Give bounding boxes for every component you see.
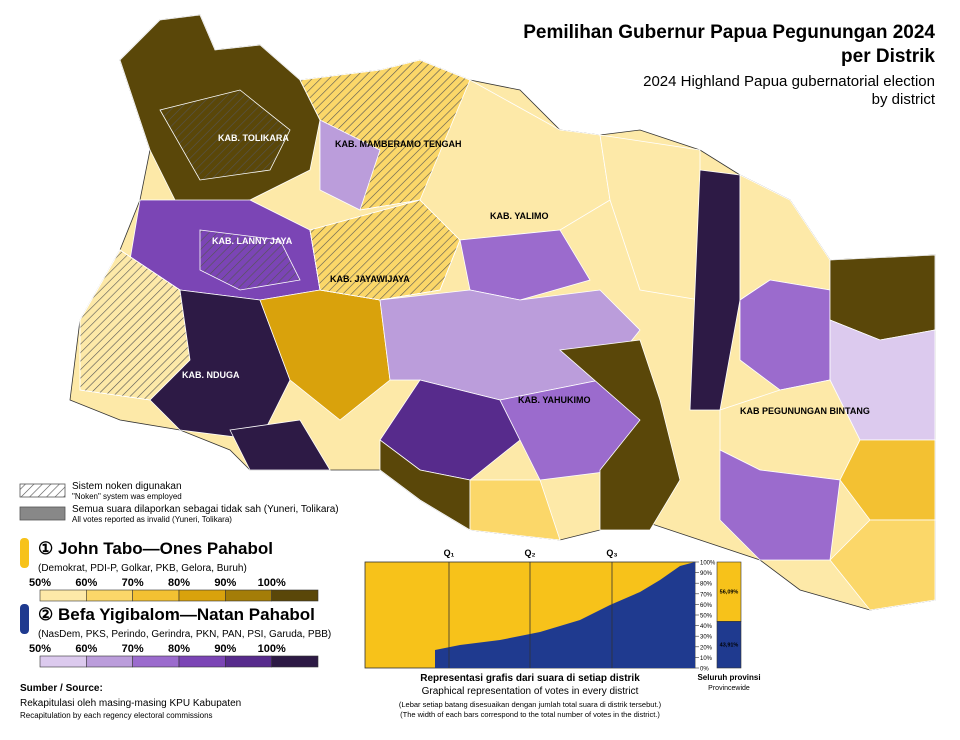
scale-swatch [271,655,319,668]
province-bar [716,621,742,669]
axis-label: 40% [700,624,713,630]
axis-label: 50% [700,614,713,620]
scale-label: 80% [168,577,190,589]
invalid-swatch [19,506,66,521]
legend: Sistem noken digunakan "Noken" system wa… [19,481,339,668]
source-text: Rekapitulasi oleh masing-masing KPU Kabu… [20,698,241,709]
scale-swatch [39,589,87,602]
axis-label: 100% [700,561,716,567]
scale-label: 50% [29,643,51,655]
scale-swatch [39,655,87,668]
inset-title: Representasi grafis dari suara di setiap… [420,673,640,684]
candidate-marker [20,538,29,568]
scale-label: 70% [122,577,144,589]
scale-swatch [132,589,180,602]
inset-note: (The width of each bars correspond to th… [400,710,660,719]
map: KAB. TOLIKARA KAB. MAMBERAMO TENGAH KAB.… [69,14,936,611]
scale-swatch [178,655,226,668]
legend-text: Sistem noken digunakan [72,481,182,492]
scale-swatch [86,589,133,602]
scale-swatch [178,589,226,602]
source-heading: Sumber / Source: [20,683,103,694]
regency-label: KAB. YAHUKIMO [518,395,591,405]
axis-label: 20% [700,645,713,651]
regency-label: KAB. MAMBERAMO TENGAH [335,139,462,149]
axis-label: 10% [700,656,713,662]
quartile-label: Q₁ [444,548,455,558]
axis-label: 70% [700,592,713,598]
title: per Distrik [841,46,935,67]
scale-swatch [86,655,133,668]
inset-blue-area [435,562,695,668]
scale-label: 50% [29,577,51,589]
scale-label: 90% [214,577,236,589]
noken-swatch [19,483,66,498]
subtitle: 2024 Highland Papua gubernatorial electi… [643,73,935,90]
scale-swatch [271,589,319,602]
scale-label: 90% [214,643,236,655]
regency-label: KAB. LANNY JAYA [212,236,293,246]
title: Pemilihan Gubernur Papua Pegunungan 2024 [523,22,935,43]
axis-label: 60% [700,603,713,609]
scale-label: 60% [75,643,97,655]
inset-chart: Q₁ Q₂ Q₃ Representasi grafis dari suara … [364,548,761,719]
province-label: Seluruh provinsi [697,673,760,682]
source: Sumber / Source: Rekapitulasi oleh masin… [20,683,241,720]
regency-label: KAB. TOLIKARA [218,133,289,143]
regency-label: KAB. JAYAWIJAYA [330,274,410,284]
candidate-name: ② Befa Yigibalom—Natan Pahabol [38,605,315,624]
subtitle: by district [872,91,936,108]
axis-label: 30% [700,635,713,641]
legend-text: All votes reported as invalid (Yuneri, T… [72,515,232,524]
candidate-name: ① John Tabo—Ones Pahabol [38,539,273,558]
axis-label: 90% [700,571,713,577]
province-sublabel: Provincewide [708,685,750,692]
scale-swatch [225,655,272,668]
scale-label: 60% [75,577,97,589]
candidate-parties: (NasDem, PKS, Perindo, Gerindra, PKN, PA… [38,629,331,640]
province-value-label: 56,09% [720,590,739,596]
scale-swatch [132,655,180,668]
scale-label: 80% [168,643,190,655]
candidate-parties: (Demokrat, PDI-P, Golkar, PKB, Gelora, B… [38,563,247,574]
candidate-marker [20,604,29,634]
inset-subtitle: Graphical representation of votes in eve… [422,686,639,697]
inset-note: (Lebar setiap batang disesuaikan dengan … [399,700,662,709]
axis-label: 80% [700,582,713,588]
source-text: Recapitulation by each regency electoral… [20,711,213,720]
regency-label: KAB PEGUNUNGAN BINTANG [740,406,870,416]
legend-text: "Noken" system was employed [72,492,182,501]
province-value-label: 43,91% [720,643,739,649]
regency-label: KAB. NDUGA [182,370,240,380]
scale-label: 100% [258,643,286,655]
scale-label: 70% [122,643,144,655]
titles: Pemilihan Gubernur Papua Pegunungan 2024… [523,22,936,108]
scale-swatch [225,589,272,602]
candidate-legends: ① John Tabo—Ones Pahabol (Demokrat, PDI-P… [20,538,331,668]
axis-label: 0% [700,667,709,673]
legend-text: Semua suara dilaporkan sebagai tidak sah… [72,504,339,515]
quartile-label: Q₂ [525,548,536,558]
regency-label: KAB. YALIMO [490,211,549,221]
province-bar [716,561,742,622]
quartile-label: Q₃ [606,548,617,558]
scale-label: 100% [258,577,286,589]
